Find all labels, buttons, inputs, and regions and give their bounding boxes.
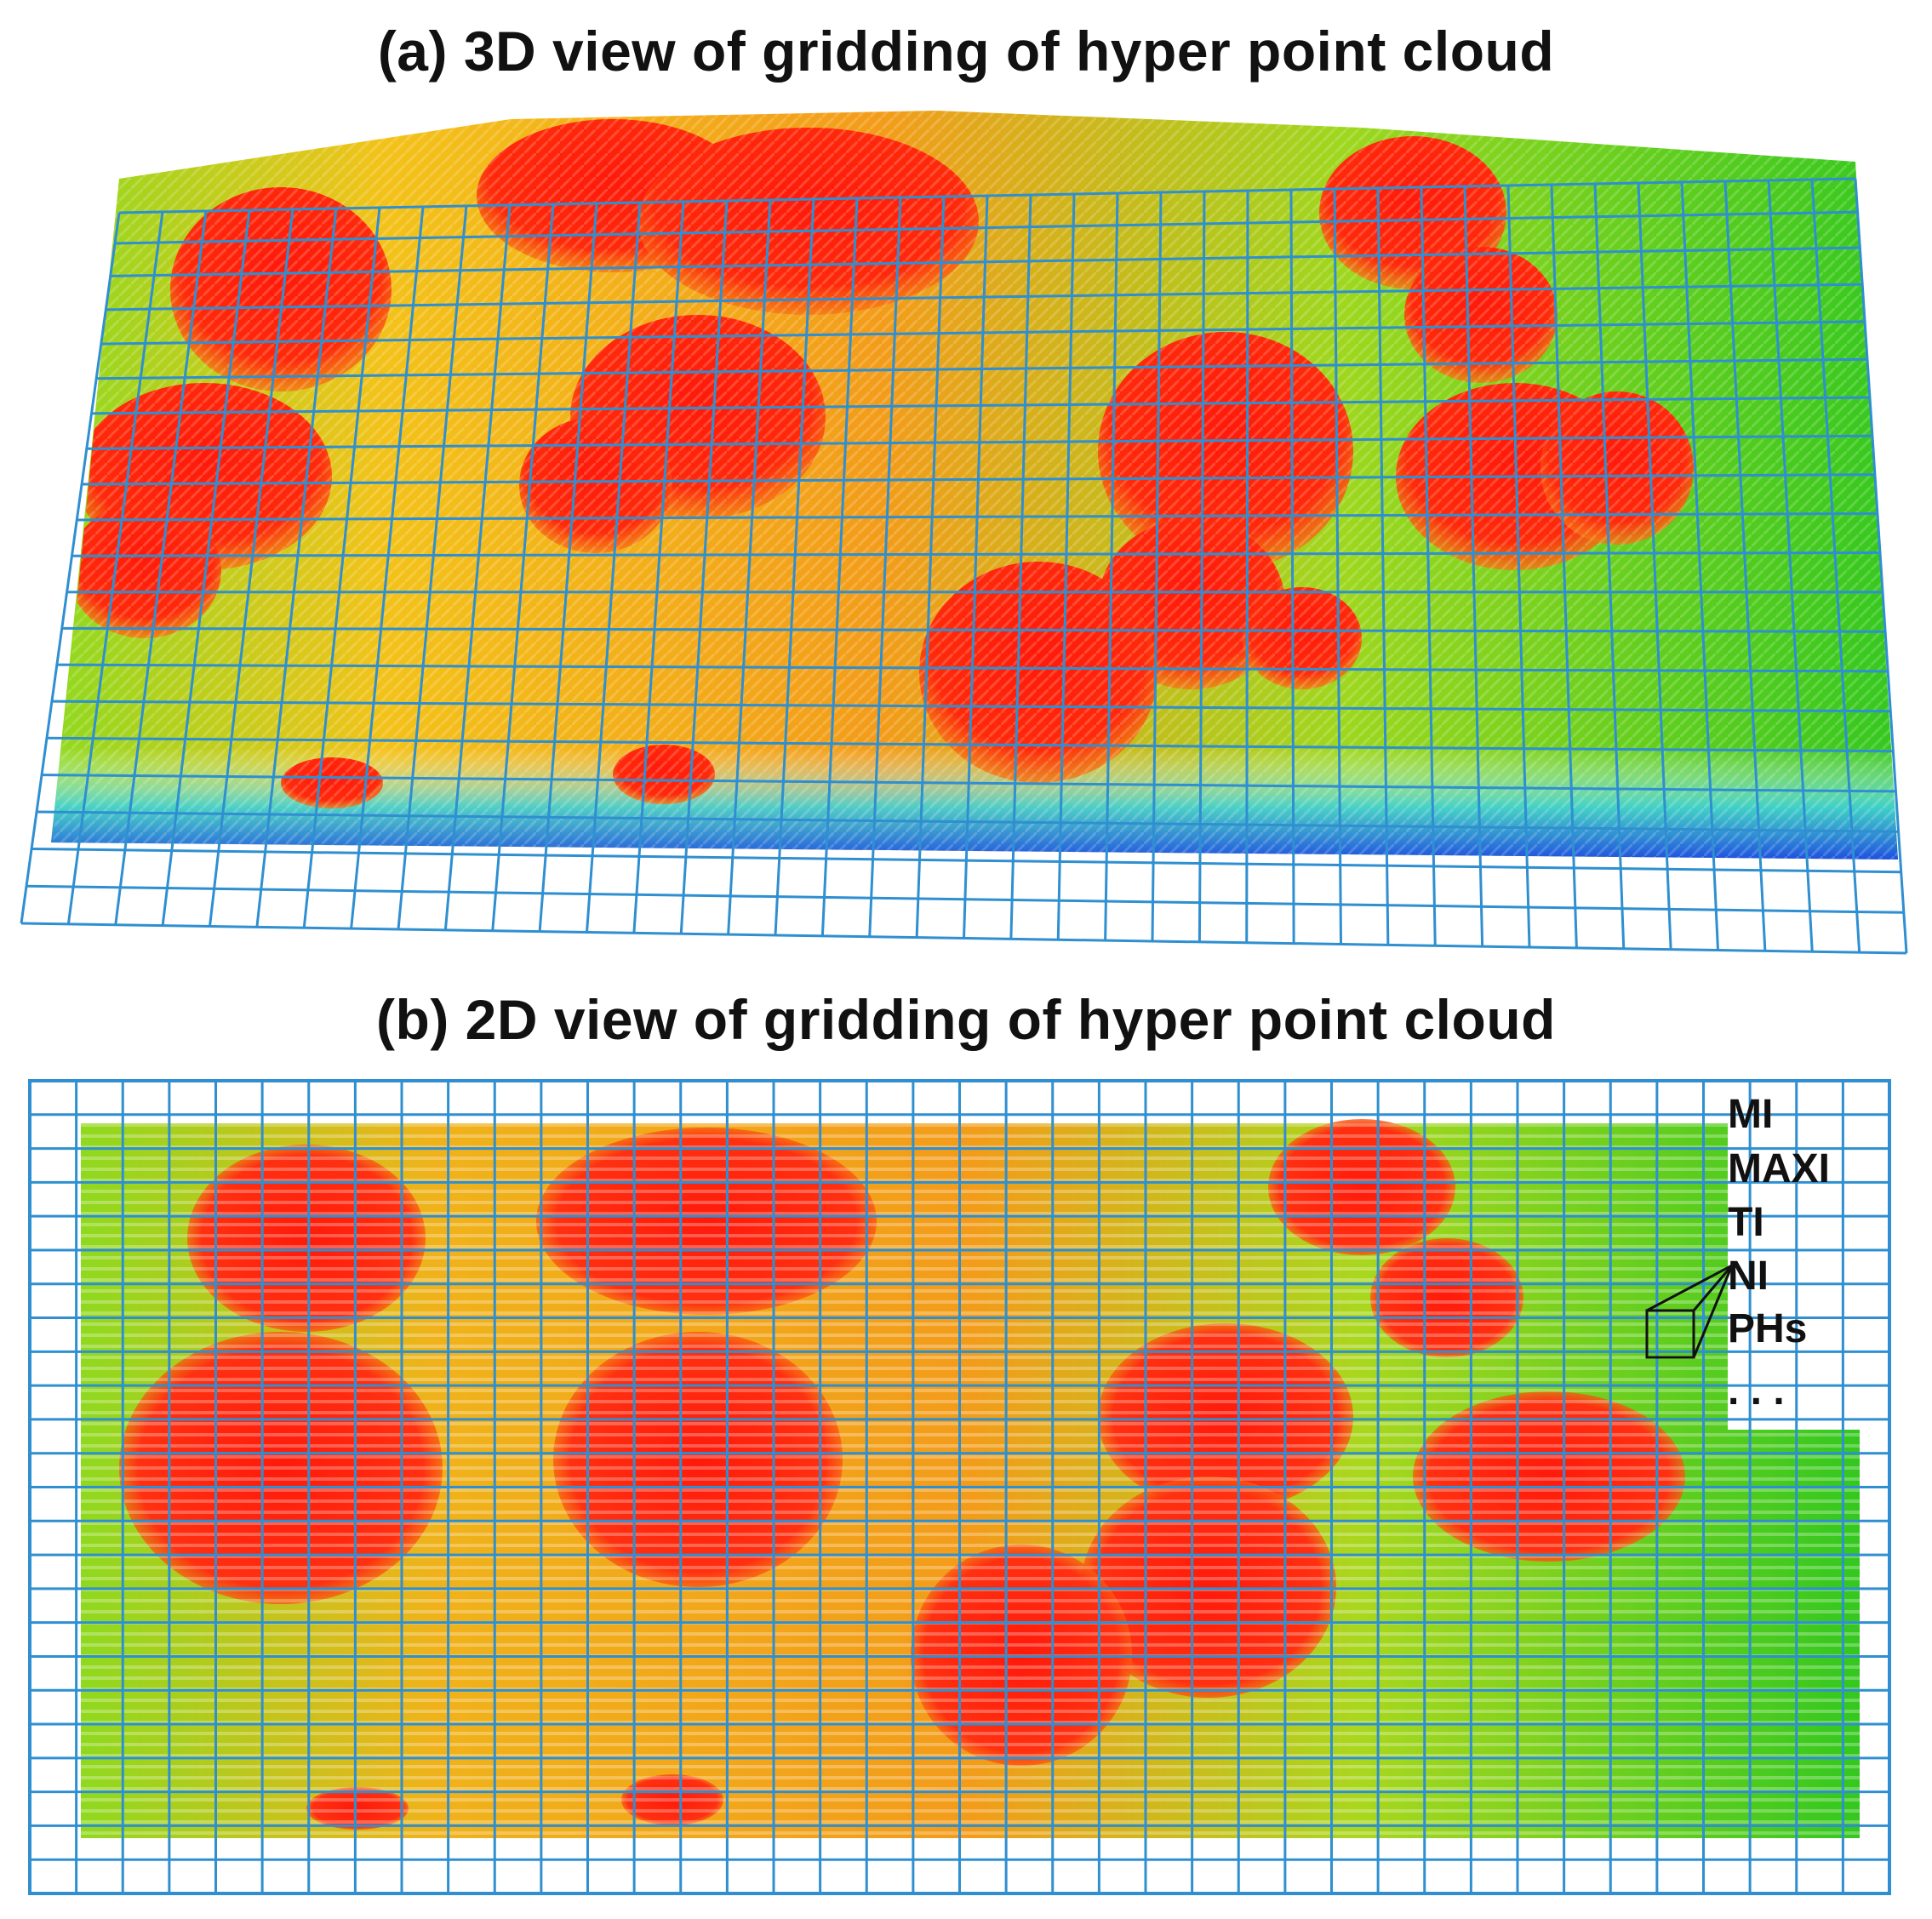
grid-line (1420, 186, 1437, 946)
grid-line (114, 210, 208, 925)
grid-line (82, 473, 1875, 486)
grid-line (100, 320, 1866, 346)
grid-line (1463, 186, 1484, 947)
grid-line (110, 246, 1861, 277)
grid-border (28, 1079, 1891, 1895)
grid-line (868, 197, 902, 937)
grid-line (26, 884, 1904, 914)
panel-a-title: (a) 3D view of gridding of hyper point c… (377, 20, 1555, 83)
grid-line (31, 848, 1901, 874)
grid-line (632, 201, 685, 934)
grid-line (20, 212, 121, 924)
grid-line (915, 196, 946, 938)
grid-line (118, 177, 1856, 214)
grid-line (51, 700, 1891, 713)
grid-wireframe-3d (20, 177, 1908, 955)
grid-line (679, 200, 729, 934)
grid-line (161, 209, 251, 926)
grid-line (774, 198, 815, 936)
grid-line (443, 204, 512, 931)
grid-line (86, 434, 1872, 450)
grid-line (1151, 191, 1163, 942)
grid-line (46, 736, 1894, 753)
feature-label-phs: PHs (1728, 1306, 1807, 1351)
grid-line (106, 283, 1863, 311)
grid-line (302, 207, 381, 928)
grid-line (255, 208, 338, 928)
grid-line (1056, 193, 1076, 940)
grid-line (491, 203, 555, 931)
panel-b-title: (b) 2D view of gridding of hyper point c… (376, 988, 1556, 1051)
feature-label-maxi: MAXI (1728, 1146, 1830, 1191)
panel-a-3d-view (20, 111, 1908, 955)
grid-line (1197, 191, 1206, 942)
grid-line (1376, 187, 1390, 945)
grid-line (209, 208, 294, 927)
grid-line (820, 197, 859, 936)
grid-line (727, 199, 772, 935)
feature-legend-box (1728, 1102, 1881, 1430)
grid-line (96, 357, 1868, 380)
feature-label-mi: MI (1728, 1092, 1773, 1137)
grid-line (1767, 180, 1814, 952)
grid-line (1245, 190, 1249, 943)
cell-callout (1645, 1264, 1734, 1359)
grid-line (1009, 194, 1032, 940)
grid-line (1333, 188, 1342, 945)
grid-line (37, 810, 1899, 833)
panel-b-2d-view: MI MAXI TI NI PHs . . . (28, 1079, 1891, 1895)
grid-line (61, 626, 1886, 633)
grid-line (1104, 192, 1119, 941)
grid-line (1506, 185, 1531, 948)
feature-label-more: . . . (1728, 1368, 1785, 1414)
feature-label-ti: TI (1728, 1200, 1764, 1245)
grid-line (42, 774, 1896, 793)
grid-line (1810, 179, 1861, 953)
grid-line (71, 551, 1880, 557)
grid-line (1550, 184, 1578, 948)
grid-line (115, 210, 1858, 245)
grid-line (66, 211, 164, 925)
grid-line (1723, 180, 1767, 951)
grid-line (1637, 182, 1672, 950)
grid-line (963, 195, 989, 939)
grid-wireframe-2d (28, 1079, 1891, 1895)
grid-line (350, 206, 425, 929)
grid-line (397, 205, 468, 930)
grid-line (56, 663, 1889, 673)
feature-labels: MI MAXI TI NI PHs . . . (1728, 1092, 1830, 1414)
grid-line (1593, 183, 1626, 949)
grid-line (91, 396, 1870, 415)
grid-line (1854, 178, 1908, 954)
grid-line (586, 202, 642, 933)
grid-line (1289, 189, 1295, 944)
grid-line (1680, 181, 1719, 951)
grid-line (20, 922, 1907, 955)
feature-label-ni: NI (1728, 1254, 1769, 1299)
grid-line (77, 511, 1878, 522)
grid-line (538, 203, 598, 932)
